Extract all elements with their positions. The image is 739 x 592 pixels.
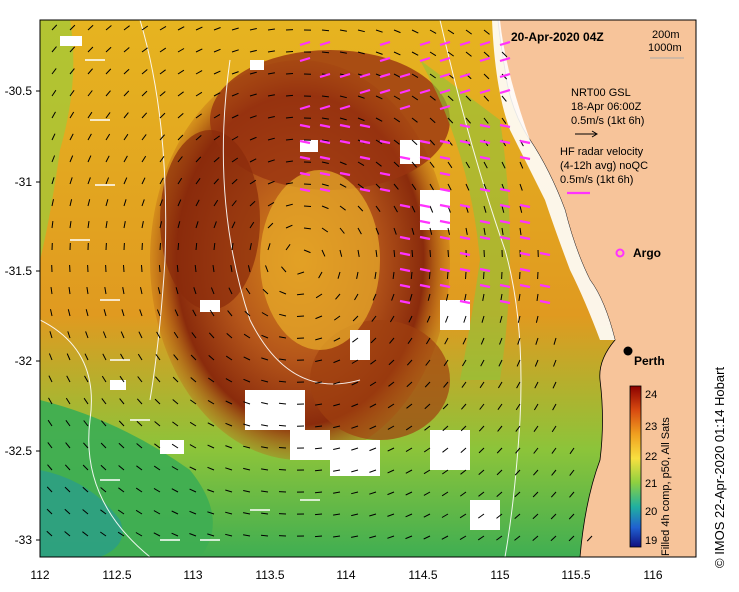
current-arrow	[466, 272, 467, 279]
y-tick-label: -32	[15, 354, 33, 368]
depth-legend-200m: 200m	[652, 29, 680, 41]
x-tick-label: 114.5	[408, 568, 437, 582]
x-axis: 112 112.5 113 113.5 114 114.5 115 115.5 …	[30, 568, 662, 582]
y-tick-label: -30.5	[5, 84, 33, 98]
current-arrow	[279, 403, 286, 404]
x-tick-label: 112.5	[102, 568, 131, 582]
x-tick-label: 116	[643, 568, 662, 582]
current-arrow	[484, 272, 485, 279]
current-arrow	[430, 250, 431, 257]
x-tick-label: 115.5	[561, 568, 590, 582]
current-arrow	[286, 95, 293, 96]
y-tick-label: -33	[15, 533, 33, 547]
sst-map: -30.5 -31 -31.5 -32 -32.5 -33 112 112.5 …	[0, 0, 739, 592]
y-tick-label: -31.5	[5, 264, 33, 278]
colorbar-title: Filled 4h comp, p50, All Sats	[660, 417, 672, 556]
current-arrow	[142, 265, 143, 272]
current-arrow	[322, 30, 329, 31]
y-tick-label: -32.5	[5, 444, 33, 458]
depth-legend-1000m: 1000m	[648, 42, 682, 54]
argo-label: Argo	[633, 246, 661, 260]
x-tick-label: 115	[490, 568, 509, 582]
current-arrow	[447, 272, 448, 279]
city-marker-icon	[624, 347, 633, 356]
current-arrow	[159, 265, 160, 272]
current-arrow	[304, 206, 311, 207]
x-tick-label: 113	[183, 568, 202, 582]
x-tick-label: 114	[336, 568, 355, 582]
current-arrow	[286, 117, 293, 118]
current-arrow	[315, 536, 322, 537]
colorbar-tick: 19	[645, 535, 657, 547]
nrt-date: 18-Apr 06:00Z	[571, 101, 642, 113]
current-arrow	[286, 74, 293, 75]
x-tick-label: 112	[30, 568, 49, 582]
colorbar	[630, 386, 641, 547]
current-arrow	[279, 425, 286, 426]
current-arrow	[394, 250, 395, 257]
current-arrow	[315, 514, 322, 515]
colorbar-tick: 21	[645, 478, 657, 490]
y-axis: -30.5 -31 -31.5 -32 -32.5 -33	[5, 84, 40, 547]
current-arrow	[279, 448, 286, 449]
current-arrow	[286, 52, 293, 53]
nrt-scale: 0.5m/s (1kt 6h)	[571, 115, 644, 127]
hf-label: HF radar velocity	[560, 146, 644, 158]
current-arrow	[297, 316, 304, 317]
current-arrow	[315, 470, 322, 471]
colorbar-tick: 20	[645, 506, 657, 518]
colorbar-tick: 23	[645, 421, 657, 433]
hf-avg: (4-12h avg) noQC	[560, 160, 648, 172]
nrt-label: NRT00 GSL	[571, 87, 631, 99]
current-arrow	[429, 272, 430, 279]
current-arrow	[124, 265, 125, 272]
x-tick-label: 113.5	[255, 568, 284, 582]
colorbar-tick: 22	[645, 451, 657, 463]
y-tick-label: -31	[15, 175, 33, 189]
hf-scale: 0.5m/s (1kt 6h)	[560, 174, 633, 186]
current-arrow	[196, 243, 197, 250]
current-arrow	[178, 243, 179, 250]
current-arrow	[177, 265, 178, 272]
current-arrow	[160, 243, 161, 250]
city-label: Perth	[634, 354, 665, 368]
colorbar-tick: 24	[645, 389, 657, 401]
date-title: 20-Apr-2020 04Z	[511, 30, 604, 44]
credit-text: © IMOS 22-Apr-2020 01:14 Hobart	[712, 367, 727, 568]
current-arrow	[322, 52, 329, 53]
current-arrow	[411, 272, 412, 279]
current-arrow	[412, 250, 413, 257]
current-arrow	[279, 470, 286, 471]
current-arrow	[315, 492, 322, 493]
current-arrow	[448, 250, 449, 257]
